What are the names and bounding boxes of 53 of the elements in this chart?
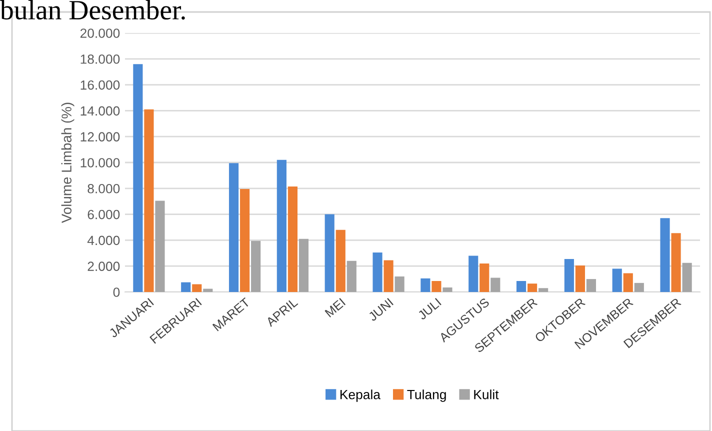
y-tick-label: 16.000: [80, 80, 120, 90]
x-tick-label: MEI: [324, 298, 346, 318]
bar: [192, 284, 202, 292]
bar: [420, 278, 430, 292]
y-tick-label: 10.000: [80, 158, 120, 168]
bar: [671, 233, 681, 292]
bar: [394, 276, 404, 292]
y-tick-label: 14.000: [80, 106, 120, 116]
bar: [660, 218, 670, 292]
bar: [575, 265, 585, 292]
bar: [682, 262, 692, 292]
bar: [384, 260, 394, 292]
bar: [480, 264, 490, 292]
bar: [372, 252, 382, 292]
bar: [203, 288, 213, 292]
text: bulan Desember.: [0, 0, 185, 20]
bar: [336, 230, 346, 292]
bar: [288, 186, 298, 292]
y-tick-label: 4.000: [87, 236, 120, 246]
bar: [528, 284, 538, 292]
y-tick-label: 0: [113, 288, 120, 297]
bar: [634, 282, 644, 292]
bar: [538, 288, 548, 292]
legend-label: Kepala: [340, 390, 380, 402]
bar: [155, 200, 165, 292]
bar: [623, 273, 633, 292]
bar: [612, 268, 622, 292]
bar: [133, 64, 143, 292]
bar: [251, 240, 261, 292]
legend-label: Tulang: [407, 390, 446, 402]
y-tick-label: 6.000: [88, 210, 120, 220]
legend-label: Kulit: [474, 390, 499, 400]
bar: [468, 256, 478, 292]
y-tick-label: 2.000: [88, 262, 120, 272]
bar: [276, 160, 286, 292]
bar: [490, 278, 500, 292]
bar: [346, 260, 356, 292]
y-tick-label: 20.000: [80, 28, 120, 38]
bar: [586, 279, 596, 292]
bar: [564, 258, 574, 292]
bar: [240, 189, 250, 292]
bar: [228, 163, 239, 292]
bar: [324, 214, 334, 292]
y-tick-label: 12.000: [80, 132, 120, 142]
y-tick-label: 8.000: [88, 184, 120, 194]
y-axis-title: Volume Limbah (%): [61, 102, 74, 224]
y-tick-label: 18.000: [80, 54, 120, 64]
bar: [432, 280, 442, 292]
bar: [442, 287, 452, 292]
bar: [516, 280, 526, 292]
bar: [144, 109, 154, 292]
bar: [181, 282, 191, 292]
bar: [298, 238, 309, 292]
